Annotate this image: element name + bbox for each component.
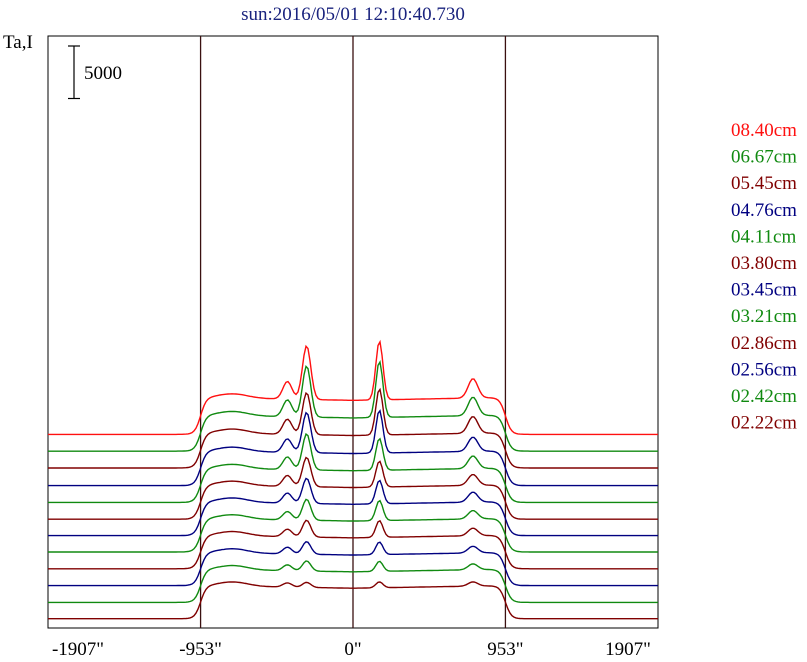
scale-bar: 5000 <box>68 45 122 100</box>
legend-entry: 02.22cm <box>731 413 797 434</box>
series-line-05.45cm <box>48 387 658 469</box>
x-tick-label: -1907" <box>52 639 104 660</box>
legend-entry: 05.45cm <box>731 173 797 194</box>
series-line-04.11cm <box>48 432 658 504</box>
scale-bar-label: 5000 <box>84 63 122 84</box>
x-tick-label: 953" <box>487 639 523 660</box>
legend-entry: 03.80cm <box>731 253 797 274</box>
series-line-02.42cm <box>48 560 658 604</box>
legend-entry: 06.67cm <box>731 147 797 168</box>
x-tick-labels: -1907" -953" 0" 953" 1907" <box>52 639 651 660</box>
series-line-03.80cm <box>48 456 658 520</box>
series-curves <box>48 339 658 620</box>
series-line-08.40cm <box>48 339 658 436</box>
legend-entry: 08.40cm <box>731 120 797 141</box>
y-axis-label: Ta,I <box>3 32 33 53</box>
x-tick-label: 0" <box>344 639 361 660</box>
legend-entry: 04.76cm <box>731 200 797 221</box>
legend-entry: 03.21cm <box>731 306 797 327</box>
legend-entry: 02.42cm <box>731 386 797 407</box>
series-line-03.45cm <box>48 477 658 537</box>
series-line-02.86cm <box>48 519 658 570</box>
legend-entry: 02.86cm <box>731 333 797 354</box>
series-line-02.56cm <box>48 541 658 587</box>
series-line-02.22cm <box>48 581 658 620</box>
vertical-guides <box>199 36 507 628</box>
x-tick-label: 1907" <box>605 639 651 660</box>
legend-entry: 02.56cm <box>731 359 797 380</box>
legend-entry: 04.11cm <box>731 226 796 247</box>
series-line-03.21cm <box>48 498 658 553</box>
x-tick-label: -953" <box>179 639 222 660</box>
series-line-04.76cm <box>48 409 658 487</box>
legend: 08.40cm 06.67cm 05.45cm 04.76cm 04.11cm 03.80… <box>731 120 797 434</box>
legend-entry: 03.45cm <box>731 280 797 301</box>
series-line-06.67cm <box>48 359 658 452</box>
chart-title: sun:2016/05/01 12:10:40.730 <box>241 4 465 25</box>
